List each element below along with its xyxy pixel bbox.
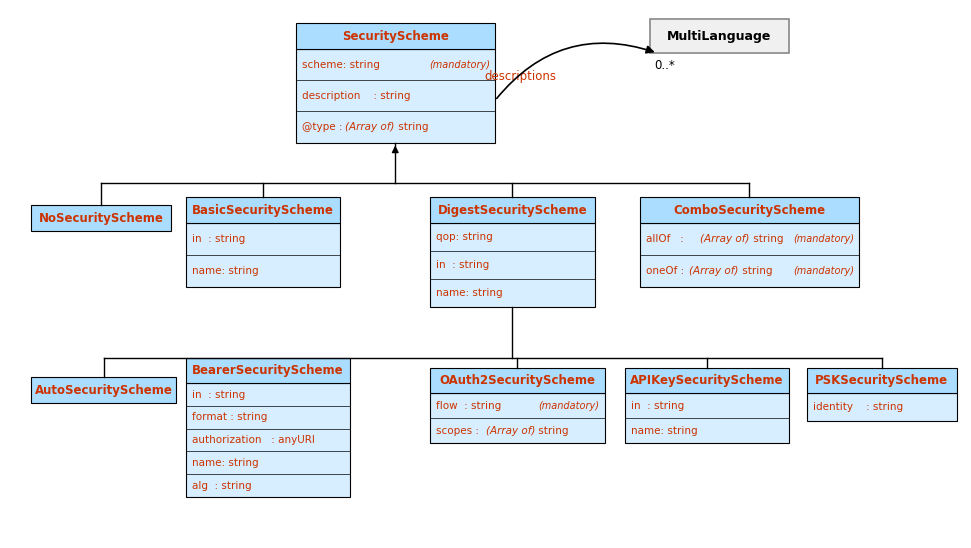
- Bar: [185, 384, 351, 497]
- Text: AutoSecurityScheme: AutoSecurityScheme: [35, 384, 173, 397]
- Text: PSKSecurityScheme: PSKSecurityScheme: [816, 374, 949, 387]
- Text: MultiLanguage: MultiLanguage: [667, 30, 772, 43]
- Text: 0..*: 0..*: [654, 59, 675, 72]
- Text: alg  : string: alg : string: [192, 481, 251, 490]
- Text: name: string: name: string: [192, 458, 258, 468]
- Text: ComboSecurityScheme: ComboSecurityScheme: [673, 204, 825, 217]
- Text: name: string: name: string: [192, 266, 258, 276]
- Text: in  : string: in : string: [436, 260, 489, 270]
- Text: scheme: string: scheme: string: [302, 60, 380, 70]
- Bar: [185, 358, 351, 384]
- Bar: [624, 393, 789, 443]
- Bar: [295, 23, 495, 49]
- Text: oneOf :: oneOf :: [646, 266, 687, 276]
- Text: BearerSecurityScheme: BearerSecurityScheme: [192, 364, 344, 377]
- Bar: [185, 223, 341, 287]
- Text: APIKeySecurityScheme: APIKeySecurityScheme: [630, 374, 784, 387]
- Bar: [31, 378, 176, 403]
- Text: string: string: [751, 234, 784, 244]
- Text: BasicSecurityScheme: BasicSecurityScheme: [192, 204, 334, 217]
- Text: (Array of): (Array of): [689, 266, 739, 276]
- Text: @type :: @type :: [302, 122, 346, 132]
- Bar: [640, 197, 859, 223]
- Text: in  : string: in : string: [630, 401, 684, 411]
- Bar: [430, 368, 605, 393]
- Bar: [807, 393, 956, 421]
- Text: OAuth2SecurityScheme: OAuth2SecurityScheme: [440, 374, 595, 387]
- Text: name: string: name: string: [436, 288, 503, 298]
- Text: (Array of): (Array of): [700, 234, 750, 244]
- Bar: [807, 368, 956, 393]
- Text: string: string: [395, 122, 429, 132]
- Bar: [31, 206, 171, 231]
- Text: qop: string: qop: string: [436, 232, 493, 242]
- Text: authorization   : anyURI: authorization : anyURI: [192, 435, 315, 445]
- Text: (mandatory): (mandatory): [539, 401, 600, 411]
- Text: name: string: name: string: [630, 426, 697, 436]
- Text: NoSecurityScheme: NoSecurityScheme: [39, 212, 163, 225]
- Bar: [624, 368, 789, 393]
- Bar: [185, 197, 341, 223]
- Bar: [650, 19, 789, 53]
- Text: descriptions: descriptions: [484, 70, 556, 83]
- Text: flow  : string: flow : string: [436, 401, 501, 411]
- Bar: [430, 393, 605, 443]
- Text: (mandatory): (mandatory): [793, 266, 854, 276]
- Text: in  : string: in : string: [192, 234, 245, 244]
- Bar: [430, 223, 594, 307]
- Bar: [640, 223, 859, 287]
- Text: string: string: [739, 266, 773, 276]
- Text: description    : string: description : string: [302, 91, 410, 101]
- Text: (mandatory): (mandatory): [793, 234, 854, 244]
- Text: format : string: format : string: [192, 413, 267, 423]
- Text: string: string: [535, 426, 569, 436]
- Text: SecurityScheme: SecurityScheme: [342, 30, 449, 43]
- Text: (Array of): (Array of): [486, 426, 535, 436]
- Text: DigestSecurityScheme: DigestSecurityScheme: [438, 204, 587, 217]
- Text: allOf   :: allOf :: [646, 234, 686, 244]
- Text: scopes :: scopes :: [436, 426, 483, 436]
- Bar: [295, 49, 495, 142]
- Text: (mandatory): (mandatory): [429, 60, 490, 70]
- Text: in  : string: in : string: [192, 390, 245, 400]
- Text: identity    : string: identity : string: [813, 402, 903, 412]
- Text: (Array of): (Array of): [346, 122, 395, 132]
- Bar: [430, 197, 594, 223]
